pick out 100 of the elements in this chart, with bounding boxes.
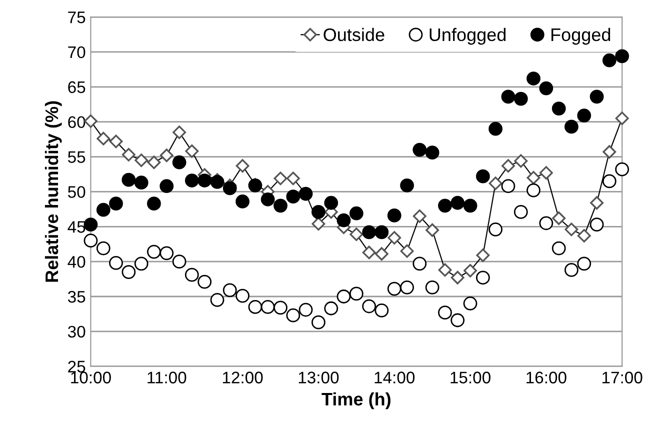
point (286, 308, 300, 322)
point (412, 142, 427, 157)
point (109, 256, 123, 270)
point (374, 225, 389, 240)
point (552, 241, 566, 256)
y-tick-label: 50 (68, 186, 86, 198)
point (362, 299, 376, 314)
point (615, 49, 630, 64)
legend-label: Unfogged (430, 28, 506, 45)
y-tick-label: 70 (68, 46, 86, 58)
point (222, 283, 237, 298)
point (400, 178, 414, 192)
point (526, 183, 540, 198)
point (160, 179, 174, 194)
point (274, 198, 288, 213)
x-tick-label: 17:00 (602, 372, 642, 384)
point (590, 218, 604, 232)
point (476, 270, 490, 285)
y-tick-label: 45 (68, 221, 86, 233)
point (198, 174, 212, 188)
point (400, 280, 414, 294)
point (564, 120, 578, 134)
point (602, 174, 616, 188)
point (134, 256, 148, 271)
point (438, 306, 452, 320)
point (476, 169, 490, 184)
point (222, 181, 237, 196)
legend-label: Fogged (551, 28, 610, 45)
y-tick-label: 75 (68, 12, 86, 24)
point (438, 198, 452, 213)
point (134, 176, 148, 190)
point (312, 315, 326, 330)
point (362, 225, 376, 240)
y-tick-label: 55 (68, 151, 86, 163)
point (463, 296, 478, 310)
y-tick-label: 25 (68, 360, 86, 373)
point (122, 265, 136, 279)
point (147, 196, 161, 211)
x-tick-label: 12:00 (222, 372, 263, 384)
point (236, 288, 250, 303)
y-tick-label: 60 (68, 116, 86, 128)
point (577, 108, 592, 122)
point (425, 146, 440, 160)
point (184, 174, 199, 188)
point (236, 194, 250, 208)
x-tick-label: 14:00 (374, 372, 415, 384)
point (412, 256, 427, 271)
point (539, 216, 554, 230)
point (514, 205, 528, 219)
point (577, 256, 592, 271)
point (387, 208, 402, 222)
point (260, 300, 275, 314)
point (312, 205, 326, 219)
point (514, 92, 528, 106)
point (539, 81, 554, 96)
point (336, 213, 351, 228)
y-tick-label: 65 (68, 81, 86, 94)
point (488, 222, 502, 236)
point (602, 53, 616, 68)
point (387, 282, 402, 296)
y-tick-label: 35 (68, 290, 86, 303)
point (450, 196, 465, 210)
point (147, 244, 161, 259)
point (109, 196, 123, 211)
y-axis-title: Relative humidity (%) (44, 101, 62, 282)
point (425, 280, 440, 294)
point (526, 72, 540, 86)
point (184, 268, 199, 282)
y-tick-label: 40 (68, 256, 86, 268)
point (463, 198, 478, 213)
point (260, 192, 275, 206)
point (450, 313, 465, 328)
x-tick-label: 13:00 (298, 372, 339, 384)
point (160, 246, 174, 260)
point (248, 300, 262, 314)
point (324, 301, 338, 316)
x-tick-label: 15:00 (450, 372, 490, 384)
point (84, 234, 98, 248)
point (488, 122, 502, 136)
legend-label: Outside (324, 28, 384, 42)
point (96, 202, 110, 217)
point (198, 274, 212, 289)
point (615, 162, 630, 176)
x-tick-label: 10:00 (71, 372, 111, 384)
point (564, 263, 578, 277)
point (96, 241, 110, 256)
x-tick-label: 16:00 (526, 372, 566, 384)
point (501, 90, 516, 104)
point (336, 290, 351, 304)
point (374, 304, 389, 318)
point (324, 196, 338, 210)
point (501, 179, 516, 194)
point (172, 155, 186, 170)
point (552, 102, 566, 116)
point (349, 206, 364, 220)
y-tick-label: 30 (68, 326, 86, 338)
x-tick-label: 11:00 (148, 372, 186, 384)
point (172, 254, 186, 269)
point (349, 286, 364, 301)
point (590, 90, 604, 104)
